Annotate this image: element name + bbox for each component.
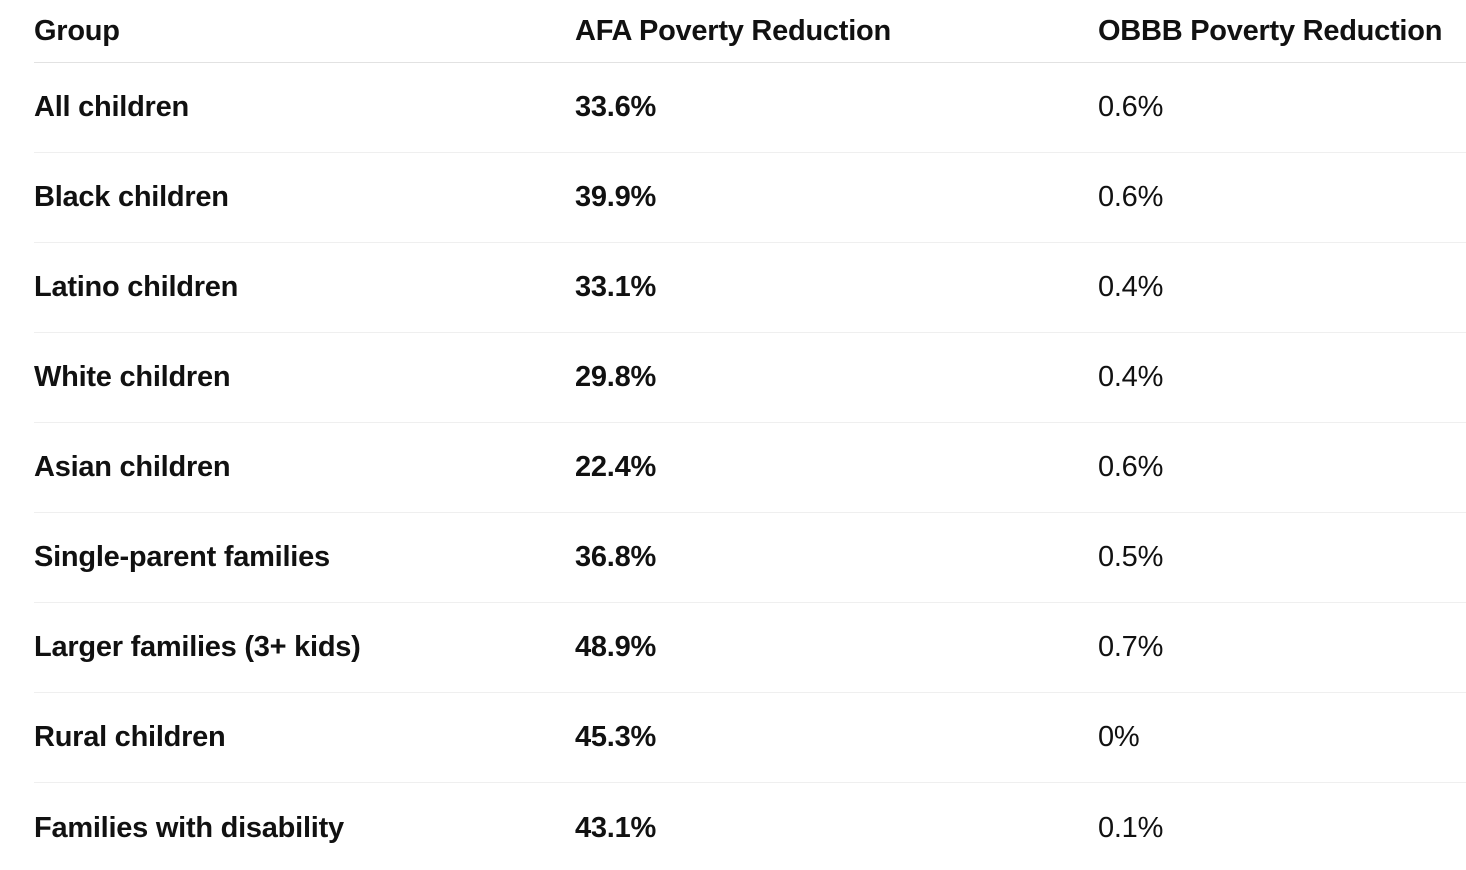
group-cell: Black children [34, 181, 229, 213]
obbb-value-cell: 0.6% [1098, 451, 1164, 483]
afa-value-cell: 48.9% [575, 631, 656, 663]
obbb-value-cell: 0.6% [1098, 91, 1164, 123]
afa-value-cell: 43.1% [575, 811, 656, 844]
obbb-value-cell: 0.4% [1098, 361, 1164, 393]
afa-value-cell: 33.1% [575, 271, 656, 303]
column-header-group: Group [34, 14, 120, 47]
group-cell: Larger families (3+ kids) [34, 631, 361, 663]
group-cell: Single-parent families [34, 541, 330, 573]
table-row: Families with disability 43.1% 0.1% [34, 783, 1466, 870]
afa-value-cell: 33.6% [575, 91, 656, 123]
table-row: Single-parent families 36.8% 0.5% [34, 513, 1466, 603]
obbb-value-cell: 0.6% [1098, 181, 1164, 213]
afa-value-cell: 22.4% [575, 451, 656, 483]
group-cell: Asian children [34, 451, 231, 483]
table-header-row: Group AFA Poverty Reduction OBBB Poverty… [34, 0, 1466, 63]
obbb-value-cell: 0.5% [1098, 541, 1164, 573]
group-cell: Rural children [34, 721, 226, 753]
group-cell: Latino children [34, 271, 239, 303]
obbb-value-cell: 0% [1098, 721, 1140, 753]
table-row: Black children 39.9% 0.6% [34, 153, 1466, 243]
column-header-obbb: OBBB Poverty Reduction [1098, 14, 1443, 47]
column-header-afa: AFA Poverty Reduction [575, 14, 891, 47]
afa-value-cell: 39.9% [575, 181, 656, 213]
table-row: Larger families (3+ kids) 48.9% 0.7% [34, 603, 1466, 693]
table-row: Latino children 33.1% 0.4% [34, 243, 1466, 333]
afa-value-cell: 36.8% [575, 541, 656, 573]
obbb-value-cell: 0.4% [1098, 271, 1164, 303]
afa-value-cell: 29.8% [575, 361, 656, 393]
afa-value-cell: 45.3% [575, 721, 656, 753]
group-cell: All children [34, 91, 189, 123]
table-row: Rural children 45.3% 0% [34, 693, 1466, 783]
obbb-value-cell: 0.7% [1098, 631, 1164, 663]
group-cell: White children [34, 361, 231, 393]
table-row: All children 33.6% 0.6% [34, 63, 1466, 153]
table-row: Asian children 22.4% 0.6% [34, 423, 1466, 513]
poverty-reduction-table: Group AFA Poverty Reduction OBBB Poverty… [34, 0, 1466, 870]
table-row: White children 29.8% 0.4% [34, 333, 1466, 423]
group-cell: Families with disability [34, 811, 344, 844]
obbb-value-cell: 0.1% [1098, 811, 1164, 844]
